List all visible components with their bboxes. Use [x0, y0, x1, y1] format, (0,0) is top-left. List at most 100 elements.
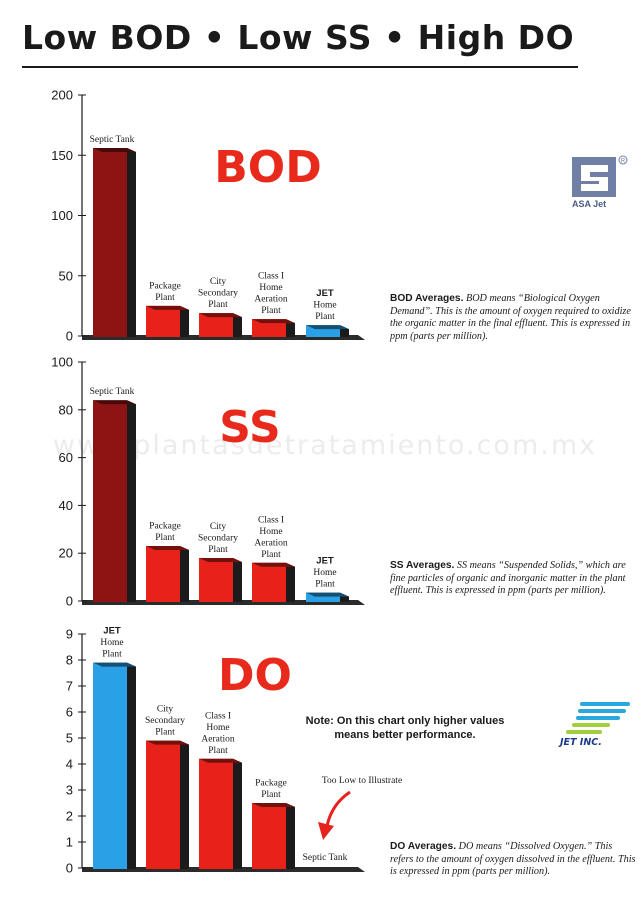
bod-bar-side-0 [127, 148, 136, 337]
bod-bar-side-1 [180, 305, 189, 337]
bod-floor-edge [358, 335, 365, 340]
ss-tick-label-5: 100 [51, 355, 73, 370]
do-tick-label-6: 6 [66, 705, 73, 720]
ss-bar-top-2 [199, 557, 242, 562]
ss-floor-edge [358, 600, 365, 605]
ss-description-lead: SS Averages. [390, 560, 455, 571]
do-bar-top-3 [252, 803, 295, 807]
ss-floor [82, 600, 358, 605]
ss-category-label-2: City Secondary Plant [198, 522, 238, 555]
do-bar-1 [146, 740, 180, 869]
do-tick-label-4: 4 [66, 757, 73, 772]
do-bar-side-1 [180, 740, 189, 869]
jet-inc-logo: JET INC. [558, 700, 634, 750]
bod-category-label-2: City Secondary Plant [198, 277, 238, 310]
bod-category-label-1: Package Plant [149, 281, 181, 303]
ss-bar-side-2 [233, 557, 242, 602]
ss-bar-3 [252, 562, 286, 602]
ss-tick-label-4: 80 [59, 402, 73, 417]
do-bar-side-3 [286, 803, 295, 869]
ss-bar-1 [146, 546, 180, 602]
do-category-label-4: Septic Tank [303, 853, 348, 863]
do-tick-label-8: 8 [66, 653, 73, 668]
ss-bar-top-3 [252, 562, 295, 567]
do-bar-0 [93, 662, 127, 869]
bod-bar-1 [146, 305, 180, 337]
do-annotation: Too Low to Illustrate [322, 776, 402, 786]
ss-bar-2 [199, 557, 233, 602]
bod-bar-4 [306, 325, 340, 337]
ss-tick-label-2: 40 [59, 498, 73, 513]
ss-bar-top-4 [306, 592, 349, 597]
bod-bar-side-3 [286, 319, 295, 337]
bod-description-text: BOD means “Biological Oxygen Demand”. Th… [390, 293, 631, 342]
ss-bar-top-0 [93, 400, 136, 405]
ss-tick-label-3: 60 [59, 450, 73, 465]
bod-description-lead: BOD Averages. [390, 293, 464, 304]
do-description: DO Averages. DO means “Dissolved Oxygen.… [390, 841, 638, 879]
do-tick-label-3: 3 [66, 783, 73, 798]
asa-jet-logo-text: ASA Jet [572, 199, 607, 209]
do-tick-label-2: 2 [66, 809, 73, 824]
ss-category-label-3: Class I Home Aeration Plant [254, 515, 287, 560]
ss-category-label-0: Septic Tank [90, 387, 135, 397]
do-tick-label-0: 0 [66, 861, 73, 876]
do-bar-top-0 [93, 662, 136, 667]
bod-tick-label-0: 0 [66, 329, 73, 344]
ss-bar-4 [306, 592, 340, 602]
asa-jet-logo: R ASA Jet [568, 155, 630, 213]
bod-bar-3 [252, 319, 286, 337]
do-category-label-3: Package Plant [255, 779, 287, 801]
do-bar-side-0 [127, 662, 136, 869]
do-tick-label-1: 1 [66, 835, 73, 850]
ss-bar-side-0 [127, 400, 136, 602]
ss-tick-label-1: 20 [59, 546, 73, 561]
do-annotation-arrow [325, 790, 351, 827]
bod-bar-2 [199, 313, 233, 337]
bod-tick-label-1: 50 [59, 268, 73, 283]
do-category-label-0: JET Home Plant [100, 626, 123, 660]
jet-inc-logo-text: JET INC. [560, 737, 602, 748]
bod-floor [82, 335, 358, 340]
do-category-label-2: Class I Home Aeration Plant [201, 711, 234, 756]
bod-category-label-0: Septic Tank [90, 135, 135, 145]
ss-category-label-4: JET Home Plant [313, 556, 336, 590]
ss-bar-0 [93, 400, 127, 602]
do-tick-label-5: 5 [66, 731, 73, 746]
bod-category-label-3: Class I Home Aeration Plant [254, 272, 287, 317]
svg-text:R: R [621, 159, 626, 165]
page-title: Low BOD • Low SS • High DO [22, 18, 575, 57]
ss-description-text: SS means “Suspended Solids,” which are f… [390, 560, 626, 596]
bod-tick-label-3: 150 [51, 148, 73, 163]
do-bar-3 [252, 803, 286, 869]
bod-tick-label-4: 200 [51, 88, 73, 103]
title-rule [22, 66, 578, 68]
bod-bar-top-4 [306, 325, 349, 330]
bod-chart-title: BOD [214, 142, 321, 193]
bod-bar-top-2 [199, 313, 242, 318]
bod-bar-top-1 [146, 305, 189, 310]
do-tick-label-9: 9 [66, 627, 73, 642]
bod-bar-0 [93, 148, 127, 337]
do-category-label-1: City Secondary Plant [145, 705, 185, 738]
do-bar-top-2 [199, 758, 242, 763]
do-floor-edge [358, 867, 365, 872]
bod-bar-top-3 [252, 319, 295, 324]
do-description-lead: DO Averages. [390, 841, 457, 852]
do-bar-2 [199, 758, 233, 869]
do-tick-label-7: 7 [66, 679, 73, 694]
do-annotation-arrowhead [318, 822, 334, 840]
ss-bar-side-1 [180, 546, 189, 602]
bod-tick-label-2: 100 [51, 208, 73, 223]
watermark: www.plantasdetratamiento.com.mx [52, 430, 598, 461]
ss-description: SS Averages. SS means “Suspended Solids,… [390, 560, 638, 598]
bod-bar-top-0 [93, 148, 136, 153]
bod-bar-side-2 [233, 313, 242, 337]
ss-category-label-1: Package Plant [149, 522, 181, 544]
do-description-text: DO means “Dissolved Oxygen.” This refers… [390, 841, 636, 877]
do-bar-side-2 [233, 758, 242, 869]
do-chart-title: DO [218, 650, 292, 701]
ss-bar-top-1 [146, 546, 189, 551]
do-note: Note: On this chart only higher values m… [305, 715, 505, 741]
